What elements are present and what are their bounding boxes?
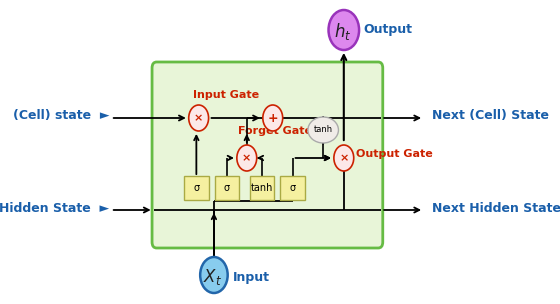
Circle shape [329, 10, 359, 50]
Text: Hidden State  ►: Hidden State ► [0, 202, 109, 215]
Circle shape [200, 257, 228, 293]
FancyBboxPatch shape [214, 176, 239, 200]
Text: (Cell) state  ►: (Cell) state ► [13, 109, 109, 123]
FancyBboxPatch shape [281, 176, 305, 200]
FancyBboxPatch shape [152, 62, 383, 248]
Circle shape [189, 105, 208, 131]
Text: σ: σ [290, 183, 296, 193]
Text: ×: × [194, 113, 203, 123]
Text: tanh: tanh [314, 126, 333, 134]
Text: Output: Output [363, 23, 413, 36]
Text: $X_t$: $X_t$ [203, 267, 222, 287]
Text: ×: × [242, 153, 251, 163]
Text: Forget Gate: Forget Gate [237, 126, 311, 136]
Text: Next Hidden State: Next Hidden State [432, 202, 560, 215]
FancyBboxPatch shape [250, 176, 274, 200]
Ellipse shape [308, 117, 338, 143]
Text: ×: × [339, 153, 348, 163]
FancyBboxPatch shape [184, 176, 208, 200]
Circle shape [334, 145, 354, 171]
Text: Output Gate: Output Gate [356, 149, 433, 159]
Circle shape [237, 145, 256, 171]
Text: Input: Input [233, 271, 270, 284]
Circle shape [263, 105, 283, 131]
Text: Input Gate: Input Gate [193, 90, 259, 100]
Text: +: + [268, 112, 278, 125]
Text: $h_t$: $h_t$ [334, 22, 351, 43]
Text: σ: σ [224, 183, 230, 193]
Text: σ: σ [193, 183, 199, 193]
Text: Next (Cell) State: Next (Cell) State [432, 109, 549, 123]
Text: tanh: tanh [251, 183, 273, 193]
